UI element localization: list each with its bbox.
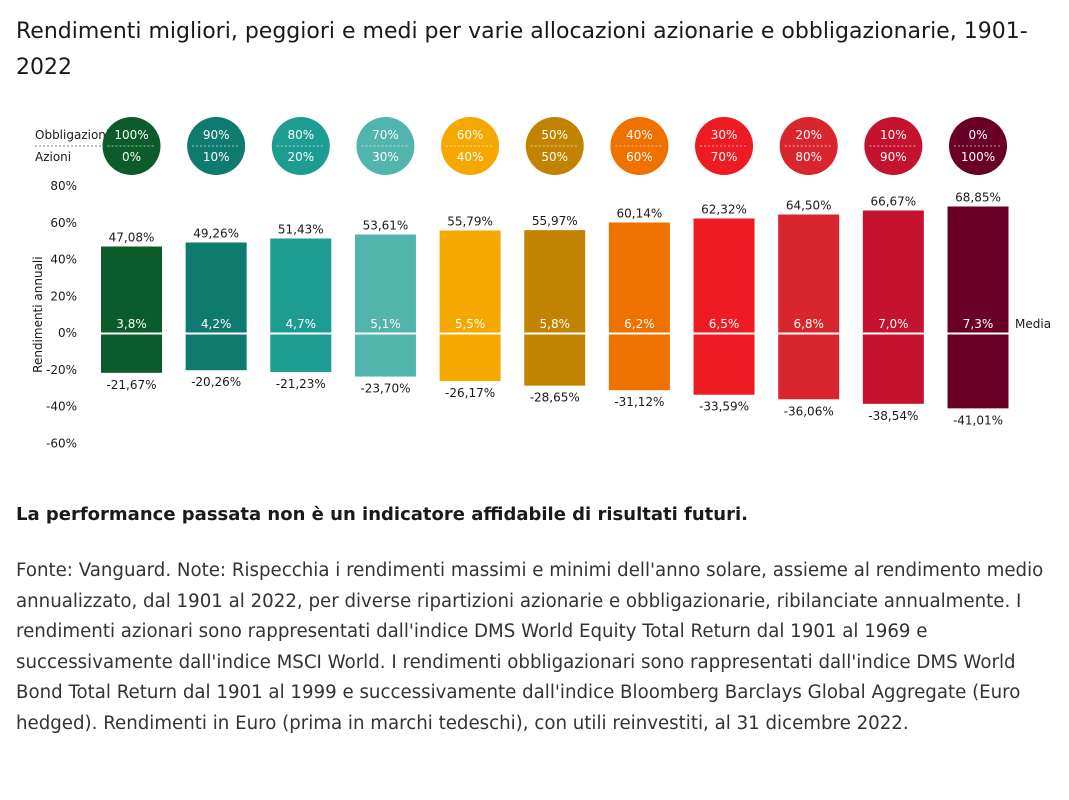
min-value-label: -41,01% (953, 413, 1003, 427)
stock-percent-label: 20% (287, 150, 314, 164)
stock-percent-label: 100% (961, 150, 995, 164)
y-tick-label: -40% (46, 400, 77, 414)
bonds-row-label: Obbligazioni (35, 128, 109, 142)
mean-value-label: 6,5% (709, 317, 740, 331)
mean-value-label: 5,1% (370, 317, 401, 331)
bond-percent-label: 50% (541, 128, 568, 142)
max-value-label: 47,08% (109, 230, 155, 244)
bond-percent-label: 20% (795, 128, 822, 142)
bond-percent-label: 10% (880, 128, 907, 142)
y-tick-label: -20% (46, 363, 77, 377)
min-value-label: -20,26% (191, 375, 241, 389)
max-value-label: 51,43% (278, 222, 324, 236)
mean-value-label: 5,8% (540, 317, 571, 331)
mean-legend-label: Media (1015, 317, 1051, 331)
range-bar (608, 222, 670, 391)
min-value-label: -31,12% (614, 395, 664, 409)
stock-percent-label: 70% (711, 150, 738, 164)
range-bar (101, 246, 162, 373)
max-value-label: 55,79% (447, 214, 493, 228)
stocks-row-label: Azioni (35, 150, 71, 164)
mean-value-label: 4,7% (286, 317, 317, 331)
bond-percent-label: 80% (287, 128, 314, 142)
range-bar (693, 218, 755, 395)
stock-percent-label: 10% (203, 150, 230, 164)
y-tick-label: 60% (50, 216, 77, 230)
past-performance-disclaimer: La performance passata non è un indicato… (16, 504, 748, 525)
chart: Obbligazioni Azioni Rendimenti annuali 80% 6… (31, 117, 1051, 450)
stock-percent-label: 40% (457, 150, 484, 164)
min-value-label: -33,59% (699, 400, 749, 414)
range-bar (354, 234, 416, 377)
mean-value-label: 3,8% (116, 317, 147, 331)
bond-percent-label: 40% (626, 128, 653, 142)
stock-percent-label: 60% (626, 150, 653, 164)
max-value-label: 49,26% (193, 226, 239, 240)
mean-value-label: 5,5% (455, 317, 486, 331)
min-value-label: -26,17% (445, 386, 495, 400)
max-value-label: 68,85% (955, 190, 1001, 204)
bond-percent-label: 70% (372, 128, 399, 142)
y-tick-label: 20% (50, 289, 77, 303)
range-bar (862, 210, 924, 404)
bond-percent-label: 0% (968, 128, 987, 142)
max-value-label: 53,61% (363, 218, 409, 232)
min-value-label: -28,65% (530, 391, 580, 405)
max-value-label: 60,14% (617, 206, 663, 220)
max-value-label: 66,67% (870, 194, 916, 208)
max-value-label: 62,32% (701, 202, 747, 216)
min-value-label: -38,54% (868, 409, 918, 423)
stock-percent-label: 80% (795, 150, 822, 164)
mean-value-label: 7,0% (878, 317, 909, 331)
bond-percent-label: 90% (203, 128, 230, 142)
mean-value-label: 7,3% (963, 317, 994, 331)
max-value-label: 55,97% (532, 214, 578, 228)
y-tick-label: 0% (58, 326, 77, 340)
y-axis-label: Rendimenti annuali (31, 256, 45, 372)
range-bar (524, 230, 586, 386)
min-value-label: -21,23% (276, 377, 326, 391)
range-bar (947, 206, 1009, 409)
stock-percent-label: 30% (372, 150, 399, 164)
bond-percent-label: 30% (711, 128, 738, 142)
range-bar (778, 214, 840, 400)
stock-percent-label: 0% (122, 150, 141, 164)
y-tick-label: -60% (46, 436, 77, 450)
max-value-label: 64,50% (786, 198, 832, 212)
y-tick-label: 40% (50, 253, 77, 267)
y-tick-label: 80% (50, 179, 77, 193)
bond-percent-label: 100% (114, 128, 148, 142)
min-value-label: -21,67% (106, 378, 156, 392)
min-value-label: -23,70% (360, 382, 410, 396)
source-note: Fonte: Vanguard. Note: Rispecchia i rend… (16, 560, 1044, 734)
range-bar (270, 238, 332, 373)
stock-percent-label: 50% (541, 150, 568, 164)
chart-title: Rendimenti migliori, peggiori e medi per… (16, 19, 1028, 80)
stock-percent-label: 90% (880, 150, 907, 164)
mean-value-label: 6,2% (624, 317, 655, 331)
mean-value-label: 4,2% (201, 317, 232, 331)
bond-percent-label: 60% (457, 128, 484, 142)
mean-value-label: 6,8% (793, 317, 824, 331)
range-bar (439, 230, 501, 382)
range-bar (185, 242, 247, 371)
min-value-label: -36,06% (784, 404, 834, 418)
